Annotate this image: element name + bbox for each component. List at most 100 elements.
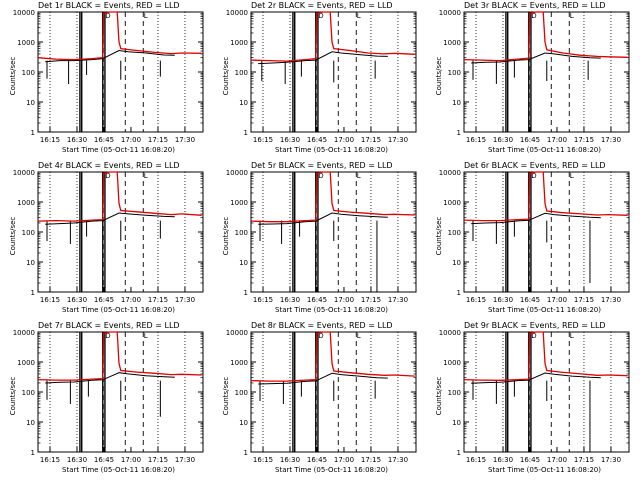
y-axis-label: Counts/sec: [9, 56, 17, 96]
panel-title: Det 7r BLACK = Events, RED = LLD: [38, 321, 180, 330]
y-tick-label: 1000: [443, 359, 461, 367]
y-tick-label: 10000: [439, 9, 461, 17]
y-tick-label: 1000: [230, 199, 248, 207]
x-axis-label: Start Time (05-Oct-11 16:08:20): [275, 466, 388, 474]
marker-d: D: [531, 12, 536, 20]
panel-title: Det 4r BLACK = Events, RED = LLD: [38, 161, 180, 170]
marker-l: L: [570, 332, 574, 340]
y-tick-label: 100: [22, 389, 35, 397]
y-tick-label: 10: [26, 259, 35, 267]
panel-plot: D L 1 10 100 1000 10000 16:15 16:30 16:45 17:00 17:…: [13, 329, 204, 464]
y-tick-label: 10000: [226, 329, 248, 337]
y-tick-label: 1: [457, 289, 461, 297]
events-line: [258, 212, 388, 225]
x-tick-label: 16:15: [253, 456, 273, 464]
x-tick-label: 16:15: [40, 296, 60, 304]
y-tick-label: 100: [235, 69, 248, 77]
y-tick-label: 10: [452, 99, 461, 107]
events-line: [45, 372, 175, 384]
detector-panel-5: D L 1 10 100 1000 10000 16:15 16:30 16:45 17:00 17:…: [213, 160, 426, 320]
panel-plot: D L 1 10 100 1000 10000 16:15 16:30 16:45 17:00 17:…: [439, 9, 630, 144]
marker-l: L: [144, 12, 148, 20]
x-tick-label: 17:00: [547, 296, 567, 304]
x-tick-label: 17:30: [175, 296, 195, 304]
y-tick-label: 100: [22, 229, 35, 237]
y-tick-label: 100: [448, 389, 461, 397]
events-line: [471, 52, 601, 64]
x-tick-label: 17:15: [574, 136, 594, 144]
marker-d: D: [105, 12, 110, 20]
y-tick-label: 1: [244, 129, 248, 137]
x-tick-label: 16:15: [466, 136, 486, 144]
x-tick-label: 16:15: [40, 456, 60, 464]
x-axis-label: Start Time (05-Oct-11 16:08:20): [62, 146, 175, 154]
y-tick-label: 10: [239, 419, 248, 427]
x-tick-label: 16:45: [94, 136, 114, 144]
marker-l: L: [570, 12, 574, 20]
panel-title: Det 8r BLACK = Events, RED = LLD: [251, 321, 393, 330]
marker-d: D: [531, 332, 536, 340]
y-axis-label: Counts/sec: [435, 216, 443, 256]
y-tick-label: 1: [31, 449, 35, 457]
x-tick-label: 17:00: [334, 456, 354, 464]
panel-title: Det 9r BLACK = Events, RED = LLD: [464, 321, 606, 330]
y-tick-label: 10000: [13, 9, 35, 17]
marker-d: D: [318, 332, 323, 340]
lld-line: [250, 331, 415, 382]
lld-line: [463, 171, 628, 222]
panel-plot: D L 1 10 100 1000 10000 16:15 16:30 16:45 17:00 17:…: [13, 9, 204, 144]
panel-plot: D L 1 10 100 1000 10000 16:15 16:30 16:45 17:00 17:…: [439, 329, 630, 464]
x-tick-label: 16:15: [40, 136, 60, 144]
detector-panel-3: D L 1 10 100 1000 10000 16:15 16:30 16:45 17:00 17:…: [426, 0, 639, 160]
y-tick-label: 10000: [226, 169, 248, 177]
y-tick-label: 1000: [17, 199, 35, 207]
x-tick-label: 16:15: [466, 456, 486, 464]
x-tick-label: 17:15: [148, 456, 168, 464]
y-tick-label: 100: [235, 229, 248, 237]
x-tick-label: 16:15: [253, 296, 273, 304]
x-tick-label: 17:30: [175, 456, 195, 464]
x-tick-label: 17:30: [388, 136, 408, 144]
y-tick-label: 1000: [17, 39, 35, 47]
x-tick-label: 17:30: [601, 136, 621, 144]
x-tick-label: 17:00: [121, 456, 141, 464]
y-axis-label: Counts/sec: [435, 56, 443, 96]
marker-l: L: [357, 332, 361, 340]
detector-panel-4: D L 1 10 100 1000 10000 16:15 16:30 16:45 17:00 17:…: [0, 160, 213, 320]
x-tick-label: 16:30: [67, 456, 87, 464]
panel-plot: D L 1 10 100 1000 10000 16:15 16:30 16:45 17:00 17:…: [226, 9, 417, 144]
x-tick-label: 17:00: [121, 136, 141, 144]
detector-panel-1: D L 1 10 100 1000 10000 16:15 16:30 16:45 17:00 17:…: [0, 0, 213, 160]
x-axis-label: Start Time (05-Oct-11 16:08:20): [275, 146, 388, 154]
marker-l: L: [357, 172, 361, 180]
y-tick-label: 10000: [439, 169, 461, 177]
x-tick-label: 17:00: [334, 136, 354, 144]
x-tick-label: 17:00: [547, 136, 567, 144]
panel-title: Det 1r BLACK = Events, RED = LLD: [38, 1, 180, 10]
y-tick-label: 1: [457, 449, 461, 457]
y-tick-label: 1: [244, 289, 248, 297]
x-tick-label: 16:30: [67, 136, 87, 144]
y-tick-label: 10000: [226, 9, 248, 17]
panel-title: Det 3r BLACK = Events, RED = LLD: [464, 1, 606, 10]
marker-d: D: [318, 172, 323, 180]
x-tick-label: 17:30: [601, 456, 621, 464]
events-line: [45, 212, 175, 225]
x-tick-label: 17:15: [361, 456, 381, 464]
events-line: [258, 372, 388, 385]
marker-l: L: [357, 12, 361, 20]
x-tick-label: 16:45: [520, 136, 540, 144]
lld-line: [37, 11, 202, 61]
y-tick-label: 1: [31, 129, 35, 137]
x-tick-label: 16:30: [493, 456, 513, 464]
x-tick-label: 16:30: [67, 296, 87, 304]
y-tick-label: 100: [235, 389, 248, 397]
events-line: [45, 49, 175, 63]
x-tick-label: 16:45: [307, 136, 327, 144]
y-axis-label: Counts/sec: [222, 216, 230, 256]
y-tick-label: 100: [448, 229, 461, 237]
y-tick-label: 1000: [443, 199, 461, 207]
y-tick-label: 100: [22, 69, 35, 77]
x-tick-label: 17:00: [334, 296, 354, 304]
marker-d: D: [318, 12, 323, 20]
